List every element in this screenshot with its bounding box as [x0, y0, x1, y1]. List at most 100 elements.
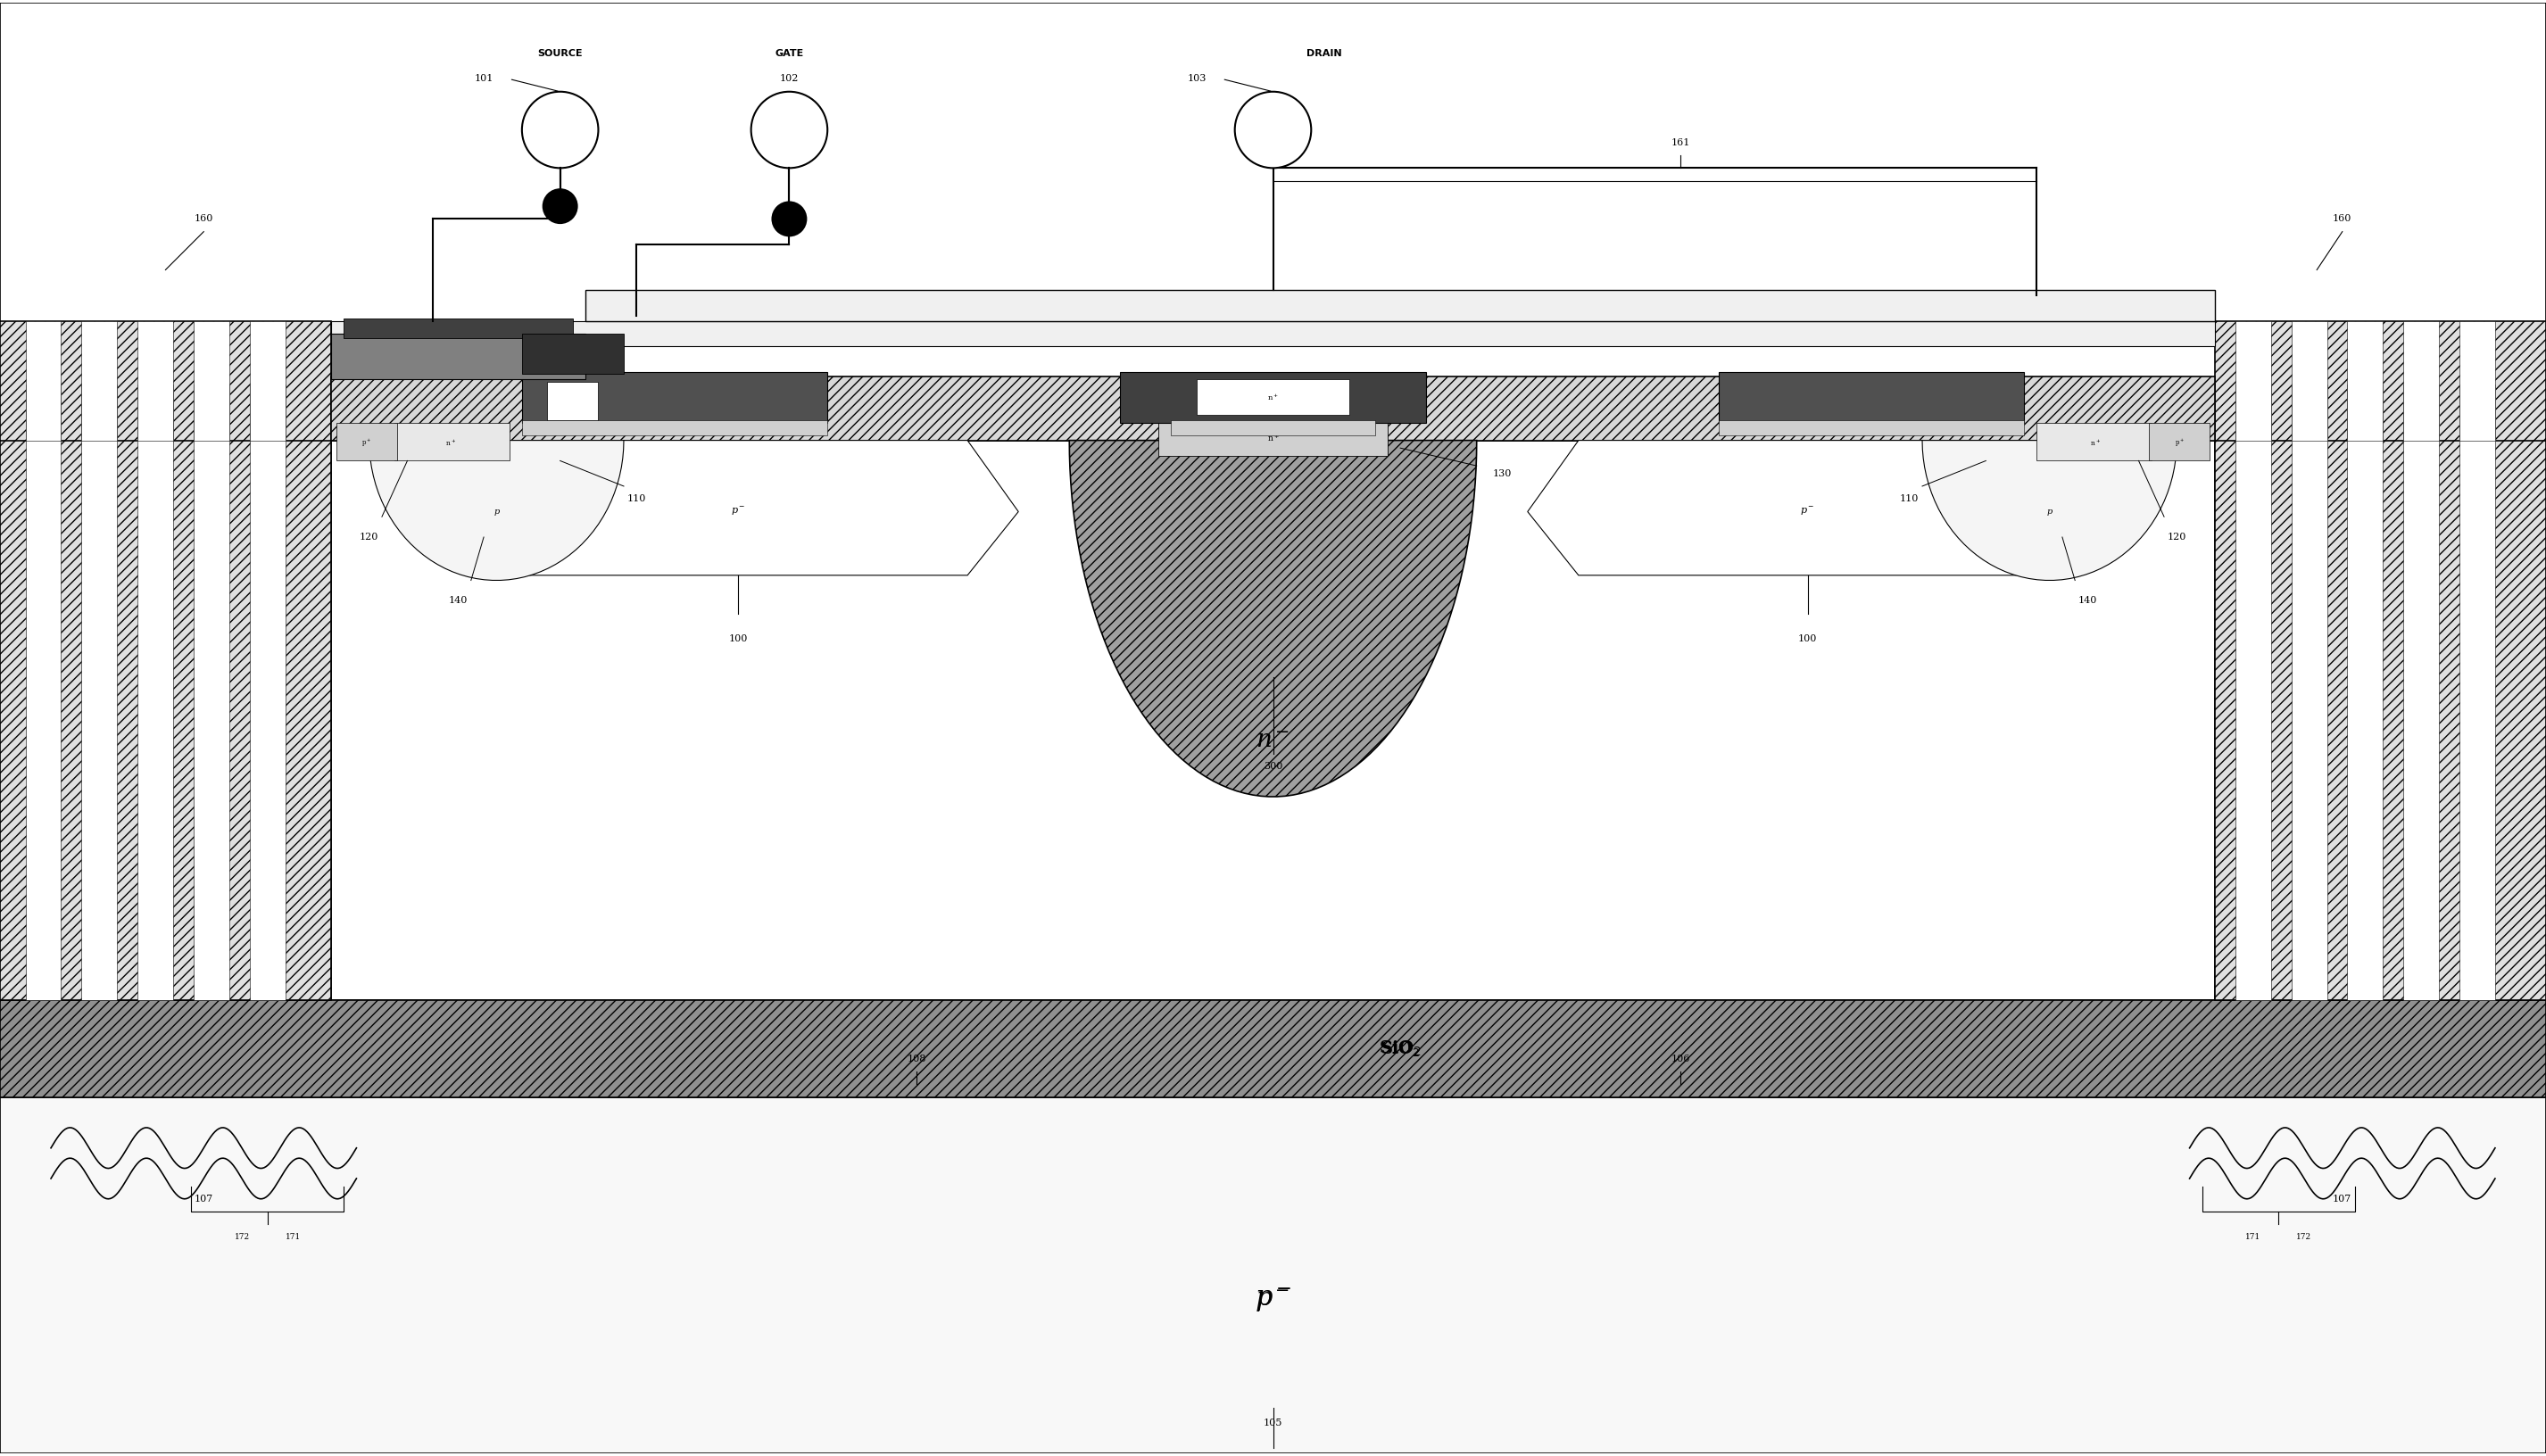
Bar [344, 319, 573, 339]
Text: 172: 172 [234, 1233, 250, 1241]
Text: 108: 108 [906, 1054, 927, 1063]
Polygon shape [1922, 440, 2177, 581]
Bar [1158, 419, 1388, 456]
Text: p$^-$: p$^-$ [731, 505, 746, 517]
Bar [1719, 419, 2024, 435]
Bar [2403, 384, 2439, 1000]
Circle shape [522, 92, 598, 167]
Text: 100: 100 [1797, 635, 1818, 644]
Circle shape [1235, 92, 1311, 167]
Text: 105: 105 [1263, 1418, 1283, 1427]
Text: 103: 103 [1186, 74, 1207, 83]
Text: SiO$_2$: SiO$_2$ [1380, 1040, 1421, 1059]
Circle shape [771, 201, 807, 237]
Bar [2347, 320, 2383, 440]
Text: DRAIN: DRAIN [1306, 50, 1342, 58]
Text: SiO$_2$: SiO$_2$ [1380, 1040, 1421, 1059]
Text: 101: 101 [474, 74, 494, 83]
Bar [137, 384, 173, 1000]
Text: 172: 172 [2296, 1233, 2312, 1241]
Bar [522, 371, 827, 422]
Polygon shape [1528, 440, 2088, 575]
Text: p$^-$: p$^-$ [1255, 1289, 1291, 1313]
Bar [2149, 422, 2210, 460]
Bar [395, 422, 509, 460]
Text: 171: 171 [2246, 1233, 2261, 1241]
Bar [2459, 320, 2495, 440]
Bar [2291, 384, 2327, 1000]
Text: SOURCE: SOURCE [537, 50, 583, 58]
Bar [2403, 320, 2439, 440]
Bar [193, 320, 229, 440]
Polygon shape [1069, 440, 1477, 796]
Bar [1719, 371, 2024, 422]
Bar [25, 384, 61, 1000]
Bar [547, 381, 598, 419]
Polygon shape [458, 440, 1018, 575]
Bar [331, 377, 2215, 440]
Bar [2215, 384, 2546, 1000]
Bar [2215, 320, 2546, 440]
Bar [2235, 384, 2271, 1000]
Circle shape [751, 92, 827, 167]
Bar [2459, 384, 2495, 1000]
Bar [0, 1096, 2546, 1453]
Text: n$^-$: n$^-$ [1255, 728, 1291, 753]
Text: 140: 140 [2078, 597, 2098, 606]
Text: 300: 300 [1263, 761, 1283, 770]
Bar [522, 419, 827, 435]
Bar [1171, 419, 1375, 435]
Text: 107: 107 [193, 1194, 214, 1203]
Text: 107: 107 [2332, 1194, 2353, 1203]
Bar [1197, 380, 1349, 415]
Bar [1120, 371, 1426, 422]
Text: n$^+$: n$^+$ [2090, 438, 2100, 448]
Bar [331, 440, 2215, 1000]
Text: p: p [494, 508, 499, 515]
Text: 102: 102 [779, 74, 799, 83]
Text: p$^-$: p$^-$ [1255, 1287, 1291, 1315]
Bar [2347, 384, 2383, 1000]
Bar [250, 384, 285, 1000]
Text: p$^+$: p$^+$ [2174, 437, 2184, 448]
Circle shape [542, 188, 578, 224]
Text: 120: 120 [2167, 533, 2187, 542]
Bar [0, 320, 331, 440]
Bar [137, 320, 173, 440]
Bar [0, 384, 331, 1000]
Text: 100: 100 [728, 635, 749, 644]
Text: 110: 110 [1899, 495, 1920, 504]
Bar [2291, 320, 2327, 440]
Bar [193, 384, 229, 1000]
Bar [81, 320, 117, 440]
Bar [2037, 422, 2151, 460]
Text: n$^+$: n$^+$ [1268, 432, 1278, 443]
Bar [331, 320, 2215, 347]
Bar [336, 422, 397, 460]
Text: 171: 171 [285, 1233, 300, 1241]
Text: p$^-$: p$^-$ [1800, 505, 1815, 517]
Bar [81, 384, 117, 1000]
Text: 161: 161 [1670, 138, 1691, 147]
Text: n$^+$: n$^+$ [1268, 392, 1278, 402]
Text: n$^+$: n$^+$ [446, 438, 456, 448]
Polygon shape [369, 440, 624, 581]
Text: 106: 106 [1670, 1054, 1691, 1063]
Text: 160: 160 [193, 214, 214, 223]
Text: 140: 140 [448, 597, 468, 606]
Text: n$^-$: n$^-$ [1255, 727, 1291, 754]
Bar [250, 320, 285, 440]
Text: GATE: GATE [774, 50, 805, 58]
Text: p: p [2047, 508, 2052, 515]
Bar [522, 333, 624, 374]
Bar [25, 320, 61, 440]
Bar [2235, 320, 2271, 440]
Text: 160: 160 [2332, 214, 2353, 223]
Bar [586, 290, 2215, 320]
Bar [0, 1000, 2546, 1096]
Text: 120: 120 [359, 533, 379, 542]
Text: 110: 110 [626, 495, 647, 504]
Bar [331, 333, 586, 380]
Text: 130: 130 [1492, 469, 1512, 478]
Text: p$^+$: p$^+$ [362, 437, 372, 448]
